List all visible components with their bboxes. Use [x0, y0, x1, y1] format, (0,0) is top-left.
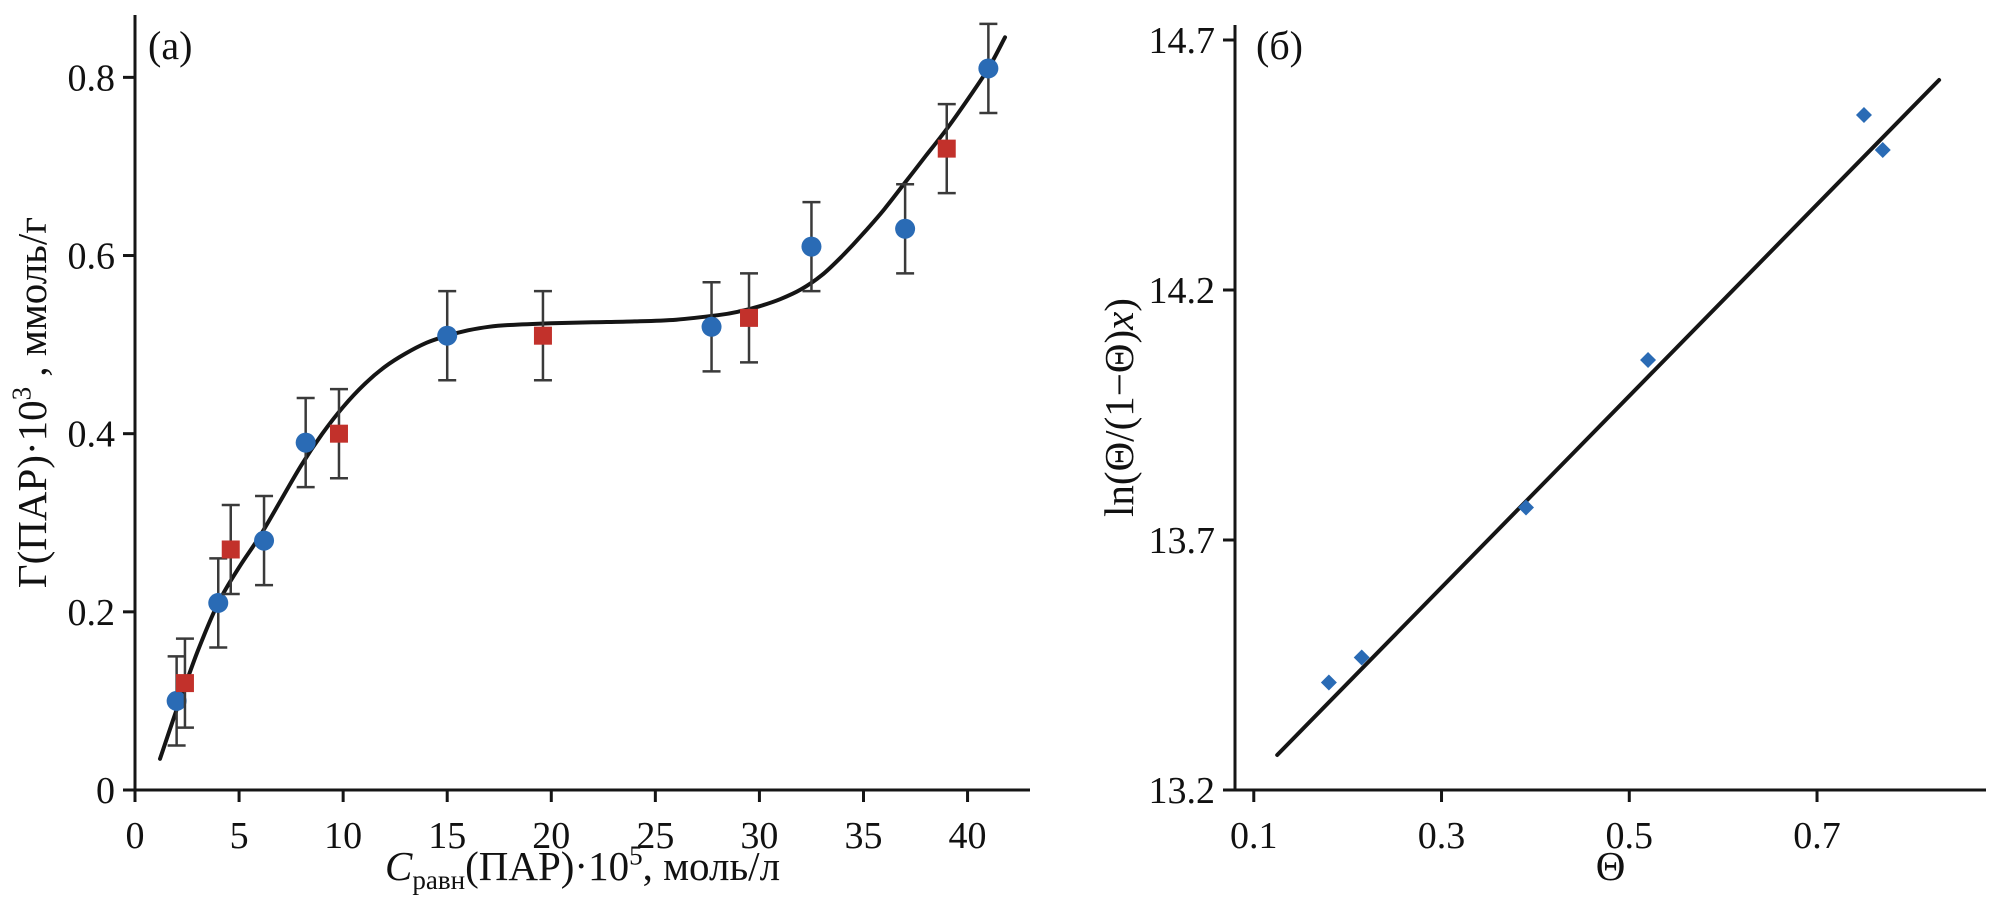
marker-circle	[254, 530, 275, 551]
y-tick-label: 14.2	[1149, 270, 1216, 312]
axes	[133, 15, 1030, 792]
series-circles-blue	[166, 22, 999, 747]
chart-b-svg: 0.1 0.3 0.5 0.7 13.2 13.7 14.2 14.7 ln(Θ/(1−Θ)x)…	[1096, 20, 1986, 889]
panel-a-label: (а)	[148, 23, 193, 68]
x-tick-label: 0.7	[1793, 815, 1841, 857]
y-tick-label: 0.8	[68, 57, 116, 99]
x-tick-label: 10	[324, 815, 362, 857]
y-tick-label: 0	[96, 770, 115, 812]
series-diamonds-blue	[1320, 107, 1891, 691]
x-tick-label: 0	[126, 815, 145, 857]
ticks: 0 5 10 15 20 25 30 35 40 0 0.2 0.4 0.6 0.8	[68, 57, 987, 857]
marker-circle	[701, 316, 722, 337]
x-axis-label-group: Cравн(ПАР)·105, моль/л	[385, 840, 780, 895]
y-tick-label: 13.2	[1149, 770, 1216, 812]
x-tick-label: 30	[740, 815, 778, 857]
marker-square	[937, 139, 956, 158]
marker-circle	[166, 690, 187, 711]
fit-curve-group	[1275, 78, 1942, 757]
series-squares-red	[175, 102, 956, 729]
axes	[1233, 25, 1986, 792]
x-axis-label: Cравн(ПАР)·105, моль/л	[385, 840, 780, 895]
marker-circle	[801, 236, 822, 257]
marker-circle	[978, 58, 999, 79]
x-tick-label: 5	[230, 815, 249, 857]
x-tick-label: 20	[532, 815, 570, 857]
y-tick-label: 0.2	[68, 592, 116, 634]
x-axis-label: Θ	[1596, 843, 1626, 889]
marker-diamond	[1353, 649, 1370, 666]
fit-curve	[158, 35, 1007, 761]
marker-diamond	[1640, 352, 1657, 368]
panel-b-linearized-plot: 0.1 0.3 0.5 0.7 13.2 13.7 14.2 14.7 ln(Θ/(1−Θ)x)…	[1045, 0, 2011, 920]
marker-diamond	[1320, 674, 1337, 691]
marker-diamond	[1874, 142, 1891, 158]
y-axis-label-group: ln(Θ/(1−Θ)x)	[1096, 298, 1142, 517]
fit-curve	[1275, 78, 1942, 757]
marker-square	[221, 540, 240, 559]
panel-a-adsorption-isotherm: 0 5 10 15 20 25 30 35 40 0 0.2 0.4 0.6 0.8 Γ(ПАР)·103 …	[6, 15, 1030, 895]
y-axis-label: ln(Θ/(1−Θ)x)	[1096, 298, 1142, 517]
ticks: 0.1 0.3 0.5 0.7 13.2 13.7 14.2 14.7	[1149, 20, 1841, 857]
x-tick-label: 35	[844, 815, 882, 857]
marker-circle	[437, 325, 458, 346]
marker-circle	[295, 432, 316, 453]
panel-b-label: (б)	[1256, 23, 1303, 68]
x-tick-label: 25	[636, 815, 674, 857]
marker-square	[533, 326, 552, 345]
marker-circle	[895, 218, 916, 239]
x-tick-label: 0.5	[1606, 815, 1654, 857]
x-tick-label: 40	[949, 815, 987, 857]
y-tick-label: 14.7	[1149, 20, 1216, 62]
marker-square	[740, 308, 759, 327]
y-tick-label: 0.6	[68, 236, 116, 278]
x-tick-label: 0.3	[1418, 815, 1466, 857]
x-tick-label: 0.1	[1230, 815, 1278, 857]
chart-a-svg: 0 5 10 15 20 25 30 35 40 0 0.2 0.4 0.6 0.8 Γ(ПАР)·103 …	[6, 15, 1030, 895]
fit-curve-group	[158, 35, 1007, 761]
marker-diamond	[1518, 499, 1535, 516]
marker-diamond	[1855, 107, 1872, 123]
marker-square	[175, 674, 194, 693]
y-tick-label: 13.7	[1149, 520, 1216, 562]
x-axis-label-group: Θ	[1596, 843, 1626, 889]
marker-circle	[208, 592, 229, 613]
y-axis-label: Γ(ПАР)·103 , ммоль/г	[6, 217, 55, 588]
x-tick-label: 15	[428, 815, 466, 857]
y-axis-label-group: Γ(ПАР)·103 , ммоль/г	[6, 217, 55, 588]
y-tick-label: 0.4	[68, 414, 116, 456]
marker-square	[329, 424, 348, 443]
